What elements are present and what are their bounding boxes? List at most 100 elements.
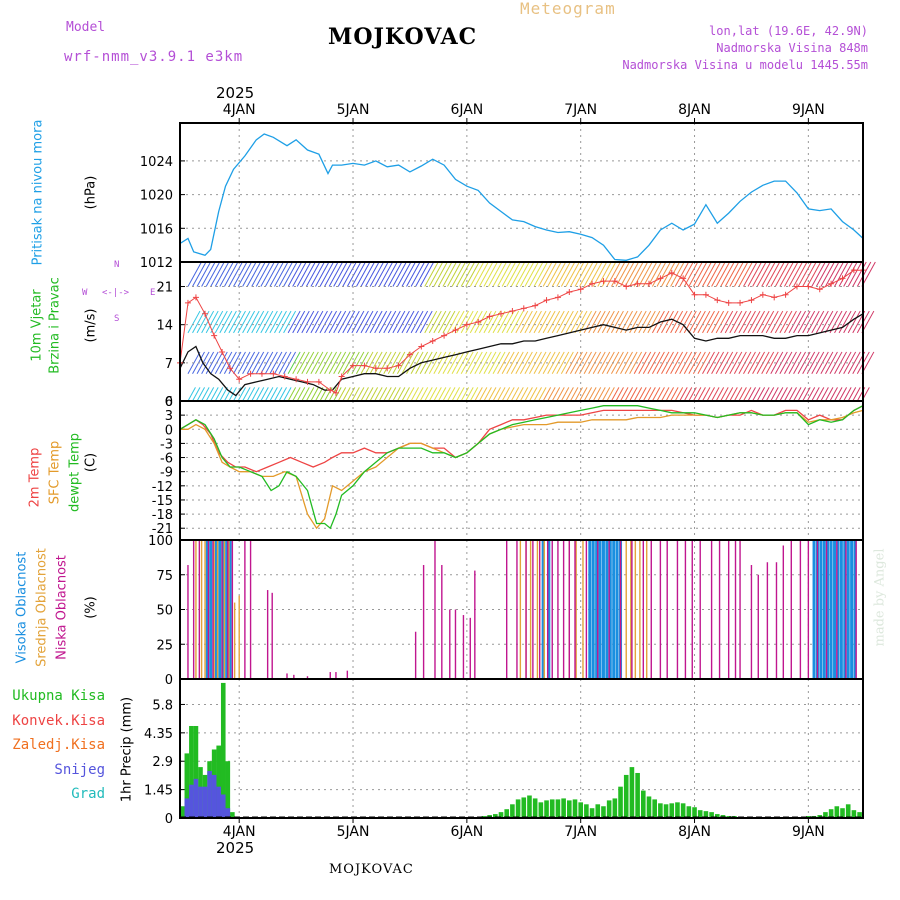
wind-barb xyxy=(315,261,330,287)
wind-barb xyxy=(333,261,348,287)
wind-barb xyxy=(292,387,301,402)
precip-bar xyxy=(202,786,208,818)
wind-barb xyxy=(237,310,251,334)
date-label-bottom: 4JAN xyxy=(223,824,256,840)
wind-barb xyxy=(733,387,743,402)
wind-barb xyxy=(779,387,788,402)
gust-marker xyxy=(850,267,857,274)
wind-barb xyxy=(287,387,297,402)
wind-barb xyxy=(802,351,816,374)
y-tick-label: 1024 xyxy=(140,155,173,170)
wind-barb xyxy=(337,310,351,334)
wind-barb xyxy=(556,310,570,334)
gust-marker xyxy=(227,365,234,372)
wind-barb xyxy=(724,310,738,334)
wind-barb xyxy=(260,310,274,334)
wind-barb xyxy=(401,387,410,402)
wind-barb xyxy=(428,351,442,374)
wind-barb xyxy=(743,261,758,287)
y-tick-label: -3 xyxy=(160,437,173,452)
wind-barb xyxy=(396,310,410,334)
wind-barb xyxy=(437,261,453,287)
wind-barb xyxy=(820,261,835,287)
wind-barb xyxy=(406,310,419,334)
wind-barb xyxy=(711,351,725,374)
wind-barb xyxy=(797,310,811,334)
wind-barb xyxy=(651,387,661,402)
wind-barb xyxy=(342,310,356,334)
precip-bar xyxy=(635,772,640,818)
wind-barb xyxy=(743,351,756,374)
wind-barb xyxy=(387,387,397,402)
series-line xyxy=(179,133,864,261)
wind-barb xyxy=(692,261,708,287)
wind-barb xyxy=(483,310,497,334)
wind-compass-icon: N W E S <-|-> xyxy=(82,260,156,324)
wind-barb xyxy=(255,310,269,334)
gust-marker xyxy=(247,370,254,377)
wind-barb xyxy=(679,310,693,334)
legend-total-rain: Ukupna Kisa xyxy=(12,688,105,704)
precip-bar xyxy=(527,795,532,818)
wind-barb xyxy=(542,387,552,402)
wind-barb xyxy=(469,351,483,374)
wind-barb xyxy=(661,310,674,334)
wind-barb xyxy=(447,261,462,287)
precip-bar xyxy=(549,799,555,818)
wind-barb xyxy=(255,351,269,374)
wind-barb xyxy=(383,387,392,402)
wind-barb xyxy=(360,261,375,287)
wind-barb xyxy=(251,310,265,334)
gust-marker xyxy=(202,310,209,317)
series-line xyxy=(179,313,864,397)
precip-bar xyxy=(845,804,851,818)
wind-barb xyxy=(237,351,251,374)
wind-barb xyxy=(488,351,501,374)
gust-marker xyxy=(771,294,778,301)
wind-barb xyxy=(488,261,503,287)
precip-bar xyxy=(184,753,190,818)
wind-barb xyxy=(196,387,206,402)
precip-bar xyxy=(216,745,222,818)
wind-barb xyxy=(579,351,592,374)
wind-barb xyxy=(260,261,275,287)
wind-barb xyxy=(761,351,775,374)
legend-conv-rain: Konvek.Kisa xyxy=(12,713,105,729)
wind-barb xyxy=(274,387,283,402)
wind-barb xyxy=(788,261,803,287)
gust-marker xyxy=(338,373,345,380)
wind-barb xyxy=(424,261,439,287)
wind-barb xyxy=(447,387,456,402)
wind-barb xyxy=(228,261,243,287)
wind-barb xyxy=(374,387,383,402)
wind-barb xyxy=(237,261,252,287)
wind-barb xyxy=(583,351,597,374)
wind-barb xyxy=(246,310,260,334)
wind-barb xyxy=(406,387,415,402)
wind-barb xyxy=(647,351,661,374)
wind-barb xyxy=(583,261,599,287)
wind-barb xyxy=(706,261,721,287)
altitude-label: Nadmorska Visina 848m xyxy=(716,41,868,55)
precip-bar xyxy=(184,798,190,818)
wind-barb xyxy=(606,310,620,334)
wind-barb xyxy=(305,310,319,334)
wind-barb xyxy=(242,261,257,287)
wind-barb xyxy=(319,261,334,287)
wind-barb xyxy=(706,351,720,374)
wind-barb xyxy=(829,387,838,402)
wind-barb xyxy=(692,310,706,334)
wind-barb xyxy=(806,310,820,334)
wind-barb xyxy=(287,310,301,334)
wind-barb xyxy=(692,351,706,374)
wind-barb xyxy=(310,351,324,374)
wind-barb xyxy=(269,310,283,334)
wind-barb xyxy=(196,310,210,334)
wind-barb xyxy=(233,310,246,334)
gust-marker xyxy=(737,299,744,306)
y-tick-label: 1.45 xyxy=(144,784,173,799)
precip-bar xyxy=(692,807,697,818)
gust-marker xyxy=(350,362,357,369)
wind-barb xyxy=(401,261,416,287)
series-line xyxy=(179,269,863,394)
